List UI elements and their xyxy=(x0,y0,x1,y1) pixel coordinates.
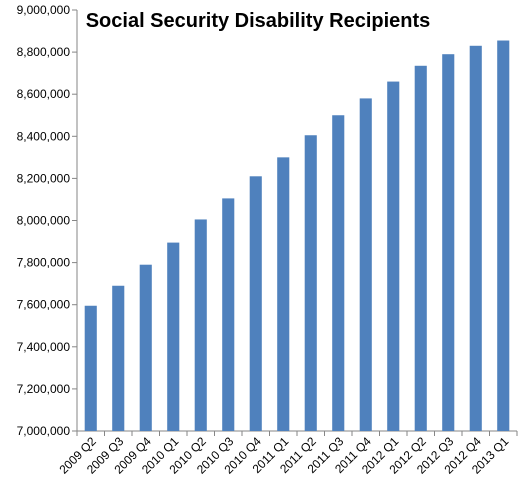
bar xyxy=(139,264,152,431)
bar xyxy=(332,115,345,431)
y-tick-label: 7,800,000 xyxy=(17,256,71,270)
y-tick-label: 8,800,000 xyxy=(17,45,71,59)
bar xyxy=(84,305,97,431)
bar xyxy=(387,81,400,431)
y-tick-label: 8,400,000 xyxy=(17,129,71,143)
y-tick-label: 7,000,000 xyxy=(17,424,71,438)
bar xyxy=(222,198,235,431)
bar xyxy=(442,54,455,432)
bar xyxy=(414,65,427,431)
y-tick-label: 7,200,000 xyxy=(17,382,71,396)
bar xyxy=(469,45,482,431)
bar xyxy=(277,157,290,431)
y-tick-label: 8,600,000 xyxy=(17,87,71,101)
bar xyxy=(249,176,262,431)
chart-title: Social Security Disability Recipients xyxy=(86,10,431,32)
bar xyxy=(167,242,180,431)
y-tick-label: 9,000,000 xyxy=(17,3,71,17)
y-axis: 7,000,000 7,200,000 7,400,000 7,600,000 7,80… xyxy=(17,3,78,438)
bar xyxy=(497,40,510,432)
bar xyxy=(359,98,372,431)
bar xyxy=(194,219,207,431)
bar xyxy=(112,285,125,431)
bar xyxy=(304,135,317,431)
y-tick-label: 7,400,000 xyxy=(17,340,71,354)
bars xyxy=(84,40,510,432)
y-tick-label: 8,200,000 xyxy=(17,171,71,185)
y-tick-label: 7,600,000 xyxy=(17,298,71,312)
y-tick-label: 8,000,000 xyxy=(17,214,71,228)
